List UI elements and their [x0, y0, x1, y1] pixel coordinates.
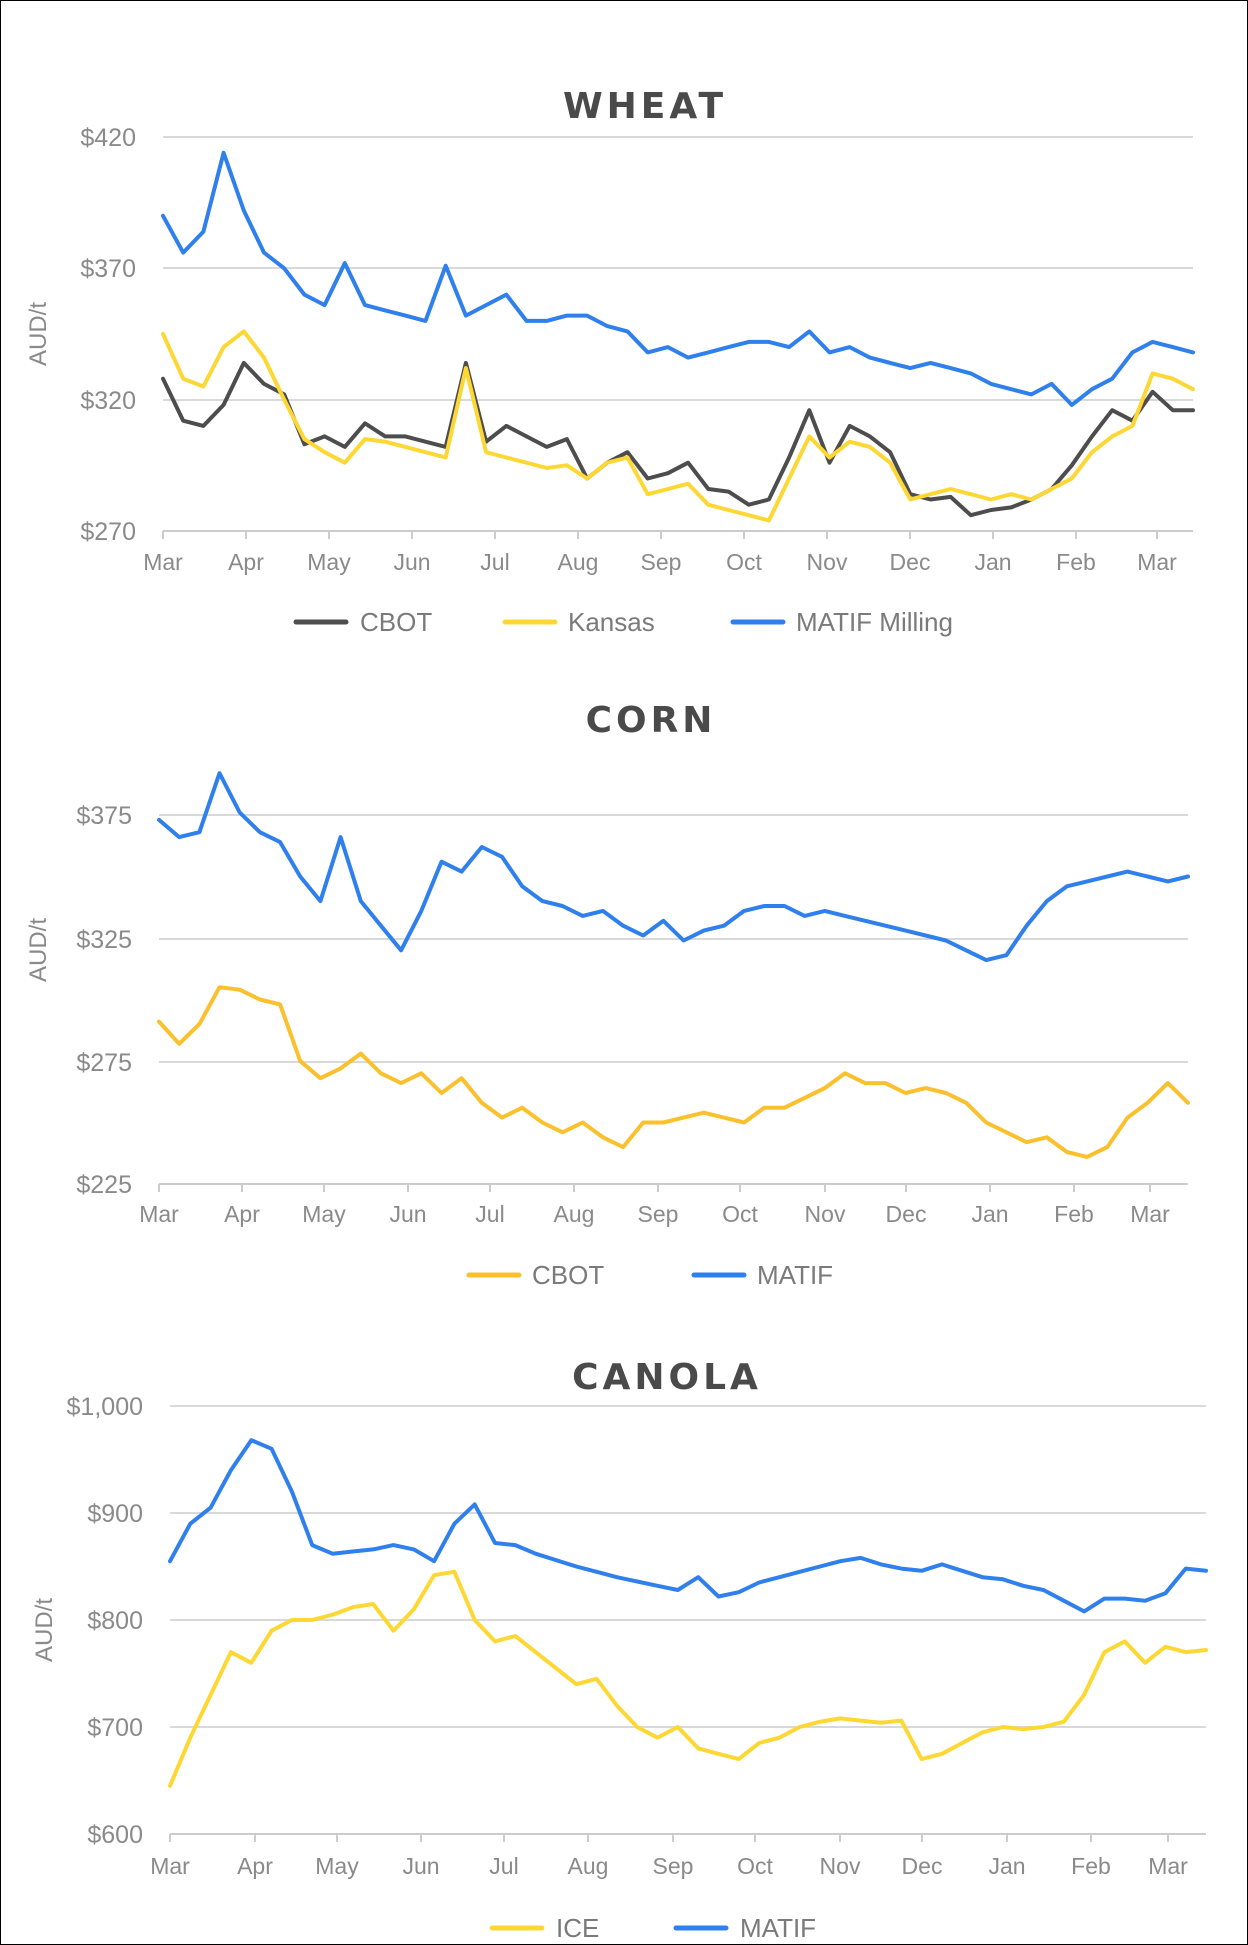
x-tick-label: Oct	[726, 549, 762, 575]
legend-item-cbot[interactable]: CBOT	[466, 1260, 604, 1290]
x-tick-label: Dec	[886, 1201, 927, 1227]
x-tick-label: Oct	[737, 1853, 773, 1879]
x-tick-label: Jun	[402, 1853, 439, 1879]
chart-title: CORN	[586, 700, 717, 741]
x-tick-label: Jun	[389, 1201, 426, 1227]
x-tick-label: Apr	[237, 1853, 273, 1879]
x-tick-label: Oct	[722, 1201, 758, 1227]
y-tick-label: $275	[76, 1049, 132, 1077]
x-tick-label: Dec	[890, 549, 931, 575]
x-tick-label: Mar	[1137, 549, 1177, 575]
series-line-kansas	[161, 329, 1195, 523]
x-tick-label: Jul	[475, 1201, 504, 1227]
x-tick-label: Feb	[1071, 1853, 1111, 1879]
y-axis-label: AUD/t	[25, 302, 52, 366]
x-tick-label: Nov	[820, 1853, 861, 1879]
y-axis-label: AUD/t	[25, 918, 52, 982]
x-tick-label: Mar	[139, 1201, 179, 1227]
x-tick-label: Jul	[489, 1853, 518, 1879]
y-tick-label: $800	[87, 1607, 143, 1635]
legend-item-matif[interactable]: MATIF	[673, 1913, 816, 1943]
series-line-ice	[168, 1569, 1208, 1788]
x-tick-label: Sep	[653, 1853, 694, 1879]
x-tick-label: Aug	[554, 1201, 595, 1227]
series-line-cbot	[161, 360, 1195, 518]
legend: CBOT MATIF	[466, 1260, 833, 1290]
legend-label: MATIF	[757, 1260, 833, 1290]
legend-item-matif[interactable]: MATIF	[691, 1260, 833, 1290]
x-tick-label: May	[315, 1853, 359, 1879]
y-tick-label: $600	[87, 1821, 143, 1849]
wheat-plot-area	[161, 150, 1195, 523]
y-tick-label: $225	[76, 1171, 132, 1199]
legend-label: CBOT	[360, 607, 432, 637]
x-tick-label: Nov	[807, 549, 848, 575]
y-tick-label: $900	[87, 1500, 143, 1528]
x-tick-label: Mar	[150, 1853, 190, 1879]
legend-label: MATIF	[740, 1913, 816, 1943]
x-tick-label: Nov	[805, 1201, 846, 1227]
canola-plot-area	[168, 1438, 1208, 1788]
y-tick-label: $325	[76, 926, 132, 954]
legend: ICE MATIF	[489, 1913, 816, 1943]
x-tick-label: May	[307, 549, 351, 575]
chart-title: CANOLA	[572, 1357, 762, 1398]
chart-title: WHEAT	[563, 86, 727, 127]
x-axis-ticks	[158, 1184, 1151, 1192]
x-tick-label: Jan	[974, 549, 1011, 575]
y-tick-label: $375	[76, 802, 132, 830]
x-tick-label: Mar	[1148, 1853, 1188, 1879]
legend-item-matif-milling[interactable]: MATIF Milling	[730, 607, 953, 637]
x-tick-label: Feb	[1054, 1201, 1094, 1227]
y-tick-label: $1,000	[67, 1393, 143, 1421]
x-axis-ticks	[162, 531, 1158, 539]
x-tick-label: Mar	[1130, 1201, 1170, 1227]
x-tick-label: Apr	[224, 1201, 260, 1227]
legend-item-kansas[interactable]: Kansas	[502, 607, 655, 637]
legend-item-ice[interactable]: ICE	[489, 1913, 599, 1943]
x-tick-label: Aug	[558, 549, 599, 575]
x-tick-label: Jun	[393, 549, 430, 575]
y-tick-label: $370	[80, 255, 136, 283]
y-tick-label: $320	[80, 387, 136, 415]
wheat-chart: WHEAT AUD/t $420 $370 $320 $270 Mar Apr …	[25, 86, 1195, 637]
x-tick-label: Mar	[143, 549, 183, 575]
legend-label: Kansas	[568, 607, 655, 637]
x-tick-label: Apr	[228, 549, 264, 575]
series-line-matif	[168, 1438, 1208, 1614]
x-tick-label: Dec	[902, 1853, 943, 1879]
x-tick-label: Sep	[638, 1201, 679, 1227]
x-tick-label: Aug	[568, 1853, 609, 1879]
canola-chart: CANOLA AUD/t $1,000 $900 $800 $700 $600 …	[31, 1357, 1208, 1943]
x-tick-label: Jul	[480, 549, 509, 575]
x-tick-label: Feb	[1056, 549, 1096, 575]
x-tick-label: Jan	[971, 1201, 1008, 1227]
legend-item-cbot[interactable]: CBOT	[293, 607, 432, 637]
legend: CBOT Kansas MATIF Milling	[293, 607, 953, 637]
x-tick-label: Jan	[988, 1853, 1025, 1879]
corn-chart: CORN AUD/t $375 $325 $275 $225 Mar Apr M…	[25, 700, 1190, 1290]
legend-label: ICE	[556, 1913, 599, 1943]
legend-label: CBOT	[532, 1260, 604, 1290]
x-tick-label: Sep	[641, 549, 682, 575]
series-line-cbot	[157, 985, 1190, 1159]
x-axis-ticks	[169, 1834, 1169, 1842]
corn-plot-area	[157, 771, 1190, 1159]
x-tick-label: May	[302, 1201, 346, 1227]
legend-label: MATIF Milling	[796, 607, 953, 637]
series-line-matif-milling	[161, 150, 1195, 407]
y-tick-label: $270	[80, 518, 136, 546]
y-axis-label: AUD/t	[31, 1598, 58, 1662]
y-tick-label: $420	[80, 124, 136, 152]
series-line-matif	[157, 771, 1190, 963]
y-tick-label: $700	[87, 1714, 143, 1742]
